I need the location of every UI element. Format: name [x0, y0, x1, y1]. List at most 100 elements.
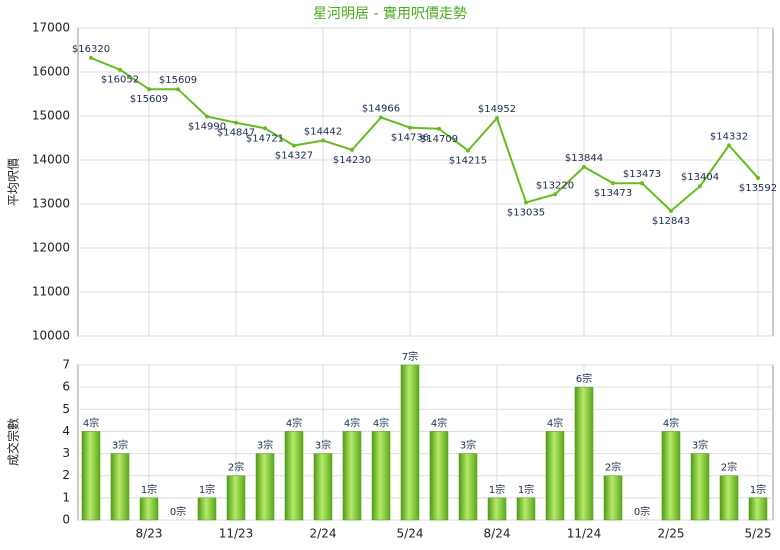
y-tick-label: 5: [62, 402, 70, 416]
y-tick-label: 6: [62, 380, 70, 394]
y-tick-label: 7: [62, 358, 70, 372]
data-label: $14332: [710, 131, 748, 142]
data-label: 4宗: [83, 416, 99, 429]
x-tick-label: 8/23: [136, 527, 163, 541]
data-label: 4宗: [431, 416, 447, 429]
bar: [690, 453, 710, 521]
data-label: 4宗: [373, 416, 389, 429]
data-label: $13473: [623, 169, 661, 180]
bar: [313, 453, 333, 521]
data-label: 0宗: [170, 505, 186, 518]
data-label: $14327: [275, 151, 313, 162]
bar: [574, 386, 594, 521]
point: [611, 181, 615, 186]
data-label: 7宗: [402, 350, 418, 363]
point: [756, 175, 760, 180]
data-label: 4宗: [547, 416, 563, 429]
data-label: 2宗: [228, 461, 244, 474]
x-tick-label: 5/25: [745, 527, 772, 541]
data-label: 6宗: [576, 372, 592, 385]
x-tick-label: 2/24: [310, 527, 337, 541]
y-tick-label: 0: [62, 513, 70, 527]
bar: [748, 497, 768, 521]
point: [640, 181, 644, 186]
point: [553, 192, 557, 197]
data-label: 3宗: [460, 439, 476, 452]
y-tick-label: 14000: [32, 153, 70, 167]
data-label: $15609: [130, 94, 168, 105]
y-tick-label: 11000: [32, 285, 70, 299]
x-tick-label: 2/25: [658, 527, 685, 541]
bar: [458, 453, 478, 521]
bar: [429, 431, 449, 521]
data-label: $13473: [594, 188, 632, 199]
y-tick-label: 17000: [32, 21, 70, 35]
data-label: 4宗: [344, 416, 360, 429]
data-label: $13592: [739, 183, 777, 194]
data-label: $14952: [478, 104, 516, 115]
y-tick-label: 15000: [32, 109, 70, 123]
point: [205, 114, 209, 119]
data-label: 3宗: [315, 439, 331, 452]
y-tick-label: 1: [62, 490, 70, 504]
data-label: $12843: [652, 216, 690, 227]
data-label: 2宗: [721, 461, 737, 474]
bar: [226, 475, 246, 521]
chart-title: 星河明居 - 實用呎價走勢: [313, 5, 467, 22]
y-tick-label: 10000: [32, 329, 70, 343]
data-label: 1宗: [141, 483, 157, 496]
data-label: 4宗: [663, 416, 679, 429]
y-tick-label: 2: [62, 468, 70, 482]
data-label: $13844: [565, 153, 603, 164]
bar: [110, 453, 130, 521]
point: [698, 184, 702, 189]
y-tick-label: 13000: [32, 197, 70, 211]
bar: [139, 497, 159, 521]
bar: [516, 497, 536, 521]
data-label: $14721: [246, 133, 284, 144]
y-tick-label: 3: [62, 446, 70, 460]
y-axis-label: 成交宗數: [6, 418, 21, 466]
point: [263, 126, 267, 131]
x-tick-label: 11/23: [219, 527, 254, 541]
x-tick-label: 5/24: [397, 527, 424, 541]
line: [90, 56, 759, 213]
data-label: 3宗: [112, 439, 128, 452]
point: [321, 138, 325, 143]
point: [379, 115, 383, 120]
bar: [371, 431, 391, 521]
point: [176, 87, 180, 92]
data-label: $14966: [362, 103, 400, 114]
y-tick-label: 16000: [32, 65, 70, 79]
data-label: $16320: [72, 44, 110, 55]
data-label: $13035: [507, 207, 545, 218]
data-label: $15609: [159, 75, 197, 86]
data-label: 1宗: [199, 483, 215, 496]
point: [669, 208, 673, 213]
point: [582, 164, 586, 169]
point: [727, 143, 731, 148]
y-tick-label: 12000: [32, 241, 70, 255]
data-label: 4宗: [286, 416, 302, 429]
bar: [603, 475, 623, 521]
data-label: $13404: [681, 172, 719, 183]
data-label: 3宗: [692, 439, 708, 452]
bar: [661, 431, 681, 521]
bar: [81, 431, 101, 521]
y-axis-label: 平均呎價: [7, 158, 21, 206]
point: [147, 87, 151, 92]
point: [437, 126, 441, 131]
bar: [197, 497, 217, 521]
data-label: $16052: [101, 75, 139, 86]
point: [495, 116, 499, 121]
point: [118, 67, 122, 72]
point: [89, 55, 93, 60]
bar: [545, 431, 565, 521]
point: [292, 143, 296, 148]
data-label: $14709: [420, 134, 458, 145]
point: [466, 148, 470, 153]
plot-area: [77, 364, 774, 521]
bar: [719, 475, 739, 521]
